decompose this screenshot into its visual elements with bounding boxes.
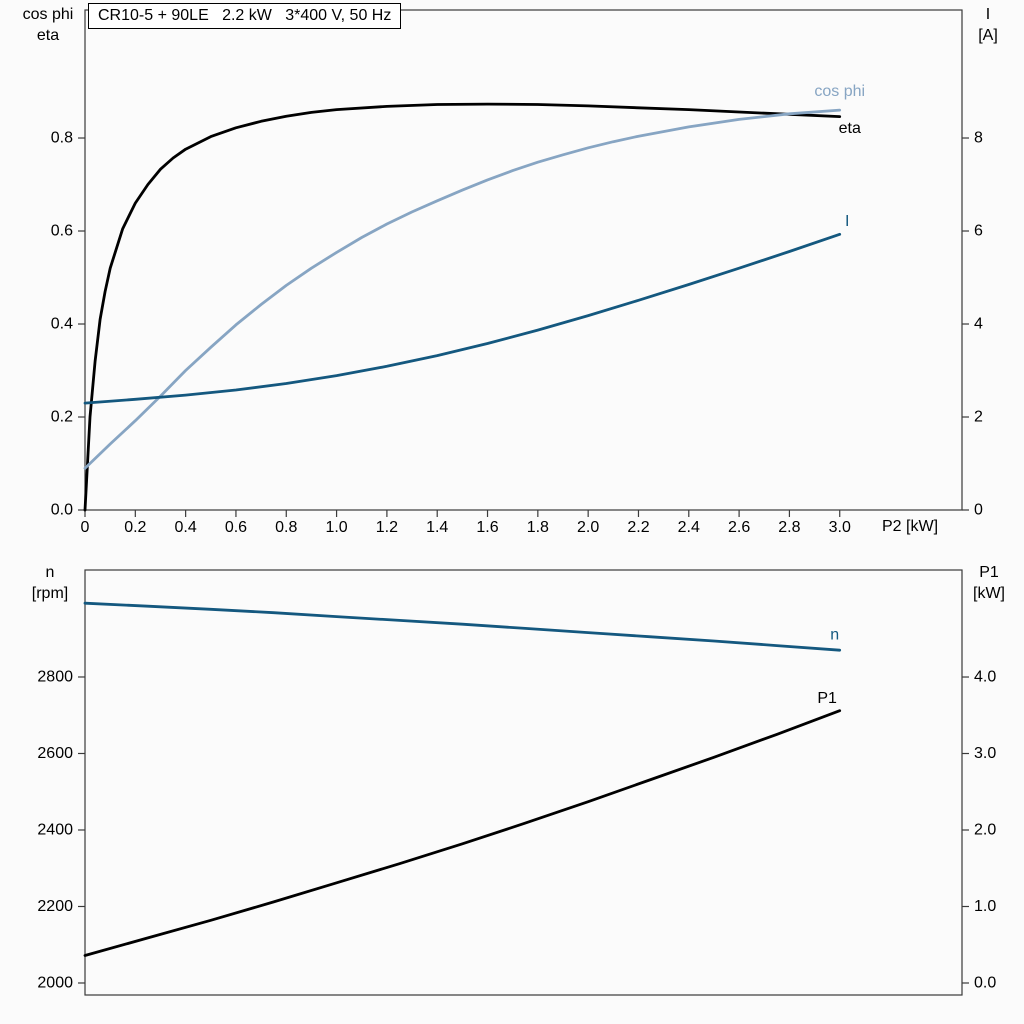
curve-current <box>83 232 842 405</box>
top-left-axis-unit-label: cos phi eta <box>4 4 92 46</box>
power-axis-unit: [kW] <box>973 585 1005 602</box>
x-tick-label: 1.8 <box>527 519 549 536</box>
left-tick-label: 2400 <box>37 821 73 838</box>
curve-label-cos-phi: cos phi <box>814 83 865 100</box>
top-right-axis-unit-label: I [A] <box>956 4 1020 46</box>
eta-axis-label: eta <box>36 27 60 44</box>
x-tick-label: 3.0 <box>829 519 851 536</box>
x-tick-label: 2.6 <box>728 519 750 536</box>
chart-title-text: CR10-5 + 90LE 2.2 kW 3*400 V, 50 Hz <box>98 7 392 24</box>
right-tick-label: 1.0 <box>974 898 996 915</box>
cos-phi-axis-label: cos phi <box>22 6 74 23</box>
right-tick-label: 6 <box>974 223 983 240</box>
x-tick-label: 1.4 <box>426 519 448 536</box>
curve-label-current: I <box>845 213 849 230</box>
power-axis-label: P1 <box>979 564 999 581</box>
left-tick-label: 0.8 <box>51 130 73 147</box>
speed-axis-unit: [rpm] <box>31 585 69 602</box>
x-tick-label: 1.0 <box>325 519 347 536</box>
left-tick-label: 2600 <box>37 745 73 762</box>
right-tick-label: 2.0 <box>974 822 996 839</box>
left-tick-label: 2800 <box>37 668 73 685</box>
speed-axis-label: n <box>45 564 55 581</box>
x-tick-label: 1.6 <box>476 519 498 536</box>
x-tick-label: 0.2 <box>124 519 146 536</box>
x-tick-label: 2.0 <box>577 519 599 536</box>
x-tick-label: 0 <box>81 519 90 536</box>
x-tick-label: 2.2 <box>627 519 649 536</box>
x-tick-label: 2.8 <box>778 519 800 536</box>
x-axis-label: P2 [kW] <box>882 518 939 535</box>
bottom-left-axis-unit-label: n [rpm] <box>8 562 92 604</box>
right-tick-label: 4.0 <box>974 669 996 686</box>
plot-frame <box>84 569 963 996</box>
current-axis-unit: [A] <box>978 27 998 44</box>
chart-title-box: CR10-5 + 90LE 2.2 kW 3*400 V, 50 Hz <box>88 3 402 29</box>
left-tick-label: 0.0 <box>51 502 73 519</box>
left-tick-label: 2000 <box>37 974 73 991</box>
right-tick-label: 3.0 <box>974 745 996 762</box>
curve-label-power-input: P1 <box>817 690 837 707</box>
right-tick-label: 0 <box>974 502 983 519</box>
x-tick-label: 0.4 <box>175 519 197 536</box>
right-tick-label: 0.0 <box>974 974 996 991</box>
left-tick-label: 0.4 <box>51 316 73 333</box>
curve-power-input <box>83 709 842 957</box>
curve-cos-phi <box>83 108 842 470</box>
x-tick-label: 2.4 <box>678 519 700 536</box>
left-tick-label: 2200 <box>37 898 73 915</box>
left-tick-label: 0.6 <box>51 223 73 240</box>
current-axis-label: I <box>985 6 991 23</box>
curve-speed <box>83 601 842 652</box>
x-tick-label: 0.6 <box>225 519 247 536</box>
curve-label-speed: n <box>830 626 839 643</box>
bottom-right-axis-unit-label: P1 [kW] <box>958 562 1020 604</box>
x-tick-label: 0.8 <box>275 519 297 536</box>
right-tick-label: 2 <box>974 409 983 426</box>
curve-eta <box>83 102 842 512</box>
curve-label-eta: eta <box>839 120 861 137</box>
right-tick-label: 8 <box>974 130 983 147</box>
x-tick-label: 1.2 <box>376 519 398 536</box>
plot-frame <box>84 9 963 511</box>
left-tick-label: 0.2 <box>51 409 73 426</box>
right-tick-label: 4 <box>974 316 983 333</box>
